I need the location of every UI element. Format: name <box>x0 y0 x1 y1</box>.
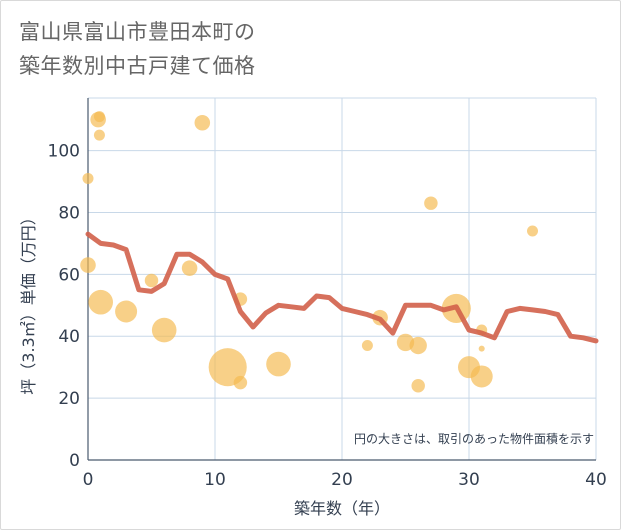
tick-labels: 0 10 20 30 40 0 20 40 60 80 100 <box>48 142 607 490</box>
bubble-point <box>361 340 373 352</box>
average-price-line <box>85 231 599 344</box>
y-tick-label: 0 <box>69 451 80 471</box>
bubble-point <box>208 348 247 387</box>
x-axis-title: 築年数（年） <box>294 499 390 518</box>
x-tick-label: 10 <box>204 470 226 490</box>
y-tick-label: 100 <box>48 142 80 162</box>
bubble-point <box>527 225 538 237</box>
y-tick-label: 40 <box>58 327 80 347</box>
bubble-point <box>470 365 493 388</box>
chart-title-line1: 富山県富山市豊田本町の <box>19 20 256 44</box>
y-tick-label: 60 <box>58 265 80 285</box>
x-tick-label: 40 <box>585 470 607 490</box>
bubble-point <box>478 345 485 352</box>
bubble-point <box>409 336 427 355</box>
bubble-point <box>411 379 425 393</box>
y-tick-label: 20 <box>58 389 80 409</box>
bubble-point <box>82 172 94 184</box>
bubble-point <box>93 111 105 123</box>
bubble-point <box>115 300 138 323</box>
chart-title: 富山県富山市豊田本町の 築年数別中古戸建て価格 <box>19 15 256 83</box>
x-tick-label: 20 <box>331 470 353 490</box>
bubble-point <box>80 257 96 273</box>
bubble-point <box>266 351 291 377</box>
y-axis-title: 坪（3.3㎡）単価（万円） <box>19 209 38 394</box>
bubble-layer <box>80 111 538 393</box>
bubble-point <box>144 273 159 288</box>
bubble-point <box>233 375 248 390</box>
x-tick-label: 30 <box>458 470 480 490</box>
size-note: 円の大きさは、取引のあった物件面積を示す <box>354 431 594 446</box>
bubble-point <box>194 114 211 131</box>
x-tick-label: 0 <box>83 470 94 490</box>
bubble-point <box>151 317 177 343</box>
y-tick-label: 80 <box>58 203 80 223</box>
bubble-point <box>424 196 438 210</box>
bubble-point <box>181 260 198 276</box>
chart-title-line2: 築年数別中古戸建て価格 <box>19 54 256 78</box>
grid <box>87 97 597 461</box>
bubble-point <box>93 129 105 141</box>
line-layer <box>85 231 599 344</box>
bubble-point <box>88 289 113 315</box>
